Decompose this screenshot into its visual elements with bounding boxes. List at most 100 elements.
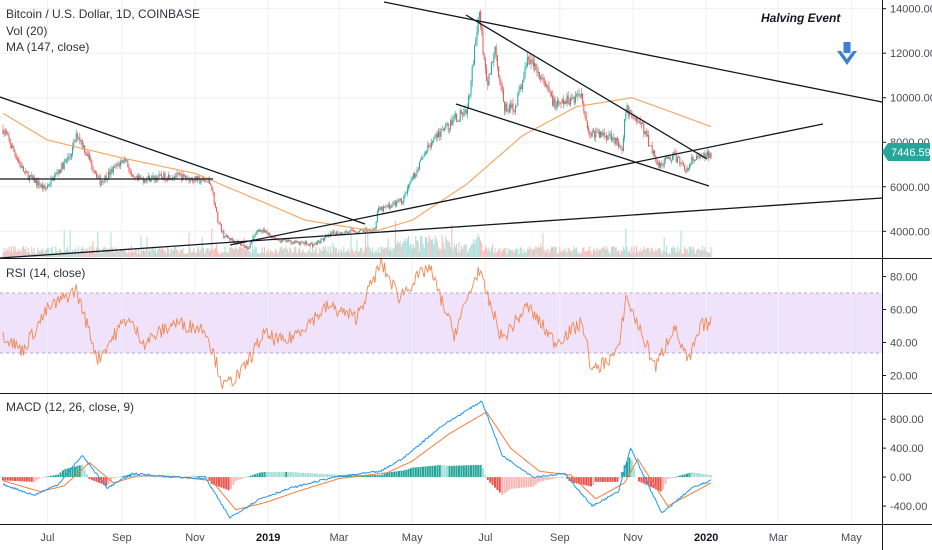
candle-body xyxy=(680,162,682,164)
macd-line[interactable] xyxy=(2,400,712,520)
candle-body xyxy=(627,105,629,116)
candle-body xyxy=(447,123,449,130)
candle-body xyxy=(585,115,587,121)
volume-bar xyxy=(242,248,244,257)
candle-body xyxy=(525,66,527,68)
volume-bar xyxy=(549,249,551,257)
trendline-descending-2018[interactable] xyxy=(0,96,366,225)
down-arrow-icon[interactable] xyxy=(837,42,857,65)
candle-body xyxy=(507,111,509,113)
volume-bar xyxy=(118,251,120,257)
candle-body xyxy=(153,175,155,181)
candle-body xyxy=(136,176,138,179)
rsi-title: RSI (14, close) xyxy=(6,266,85,280)
volume-bar xyxy=(216,244,218,257)
macd-histogram-bar xyxy=(64,468,67,478)
macd-histogram-bar xyxy=(141,475,144,478)
time-axis[interactable]: Jul Sep Nov 2019 Mar May Jul Sep Nov 2020 Mar May xyxy=(40,532,862,544)
macd-histogram-bar xyxy=(4,477,7,481)
volume-bar xyxy=(511,249,513,257)
volume-bar xyxy=(696,250,698,257)
candle-body xyxy=(182,174,184,181)
candle-body xyxy=(528,57,530,60)
volume-bar xyxy=(165,252,167,257)
volume-bar xyxy=(638,251,640,257)
candle-body xyxy=(513,111,515,113)
macd-histogram-bar xyxy=(515,477,518,489)
candle-body xyxy=(337,232,339,235)
volume-bar xyxy=(200,248,202,257)
macd-signal-line[interactable] xyxy=(2,411,712,511)
candle-body xyxy=(169,174,171,180)
candle-body xyxy=(273,237,275,239)
candle-body xyxy=(387,204,389,207)
ma-147-line[interactable] xyxy=(2,97,712,232)
price-axis[interactable]: 4000.006000.008000.0010000.0012000.00140… xyxy=(882,4,932,513)
volume-bar xyxy=(87,253,89,257)
candle-body xyxy=(285,239,287,242)
candle-body xyxy=(649,145,651,147)
volume-bar xyxy=(584,250,586,257)
candle-body xyxy=(339,232,341,235)
volume-bar xyxy=(262,252,264,257)
trendline-long-support[interactable] xyxy=(0,197,883,259)
chart-title: Bitcoin / U.S. Dollar, 1D, COINBASE xyxy=(6,7,200,21)
candle-body xyxy=(418,161,420,171)
rsi-line[interactable] xyxy=(2,257,712,389)
candle-body xyxy=(488,74,490,86)
candle-body xyxy=(31,175,33,178)
volume-bar xyxy=(709,253,711,257)
halving-event-annotation[interactable]: Halving Event xyxy=(761,11,841,25)
candle-body xyxy=(442,129,444,131)
volume-bar xyxy=(402,243,404,257)
volume-bar xyxy=(349,252,351,257)
volume-bar xyxy=(19,250,21,257)
volume-bar xyxy=(235,246,237,257)
candle-body xyxy=(501,85,503,90)
volume-bar xyxy=(14,246,16,257)
macd-histogram-bar xyxy=(350,475,352,478)
candle-body xyxy=(622,137,624,151)
volume-bar xyxy=(205,250,207,257)
volume-bar xyxy=(196,248,198,257)
candle-body xyxy=(420,159,422,162)
volume-bar xyxy=(96,247,98,257)
candle-body xyxy=(475,40,477,46)
macd-histogram-bar xyxy=(191,476,194,478)
candle-body xyxy=(332,231,334,234)
macd-pane[interactable] xyxy=(0,394,882,524)
macd-histogram-bar xyxy=(590,477,592,487)
last-price-badge: 7446.59 xyxy=(882,143,931,161)
candle-body xyxy=(520,86,522,90)
candle-body xyxy=(402,202,404,204)
volume-bar xyxy=(487,250,489,257)
candle-body xyxy=(432,140,434,143)
volume-bar xyxy=(244,250,246,257)
volume-bar xyxy=(538,248,540,257)
volume-bar xyxy=(493,252,495,257)
macd-histogram-bar xyxy=(460,465,463,478)
price-tick-label: 14000.00 xyxy=(890,4,932,16)
candle-body xyxy=(363,228,365,232)
trendline-channel-bottom[interactable] xyxy=(455,103,710,187)
volume-bar xyxy=(294,247,296,257)
candle-body xyxy=(358,230,360,233)
macd-histogram-bar xyxy=(597,477,600,482)
volume-bar xyxy=(639,248,641,257)
candle-body xyxy=(26,171,28,174)
trendline-upper-resistance[interactable] xyxy=(383,1,883,103)
trendline-channel-top[interactable] xyxy=(465,14,708,160)
macd-histogram-bar xyxy=(90,477,93,480)
candle-body xyxy=(24,171,26,173)
macd-histogram-bar xyxy=(54,474,57,478)
candle-body xyxy=(180,174,182,176)
macd-histogram-bar xyxy=(366,475,369,478)
volume-bar xyxy=(224,246,226,257)
candle-body xyxy=(97,177,99,178)
candle-body xyxy=(440,129,442,137)
candle-body xyxy=(133,176,135,178)
trendline-rising-support[interactable] xyxy=(229,123,824,246)
macd-histogram-bar xyxy=(710,475,712,478)
volume-bar xyxy=(46,247,48,257)
candle-body xyxy=(265,230,267,233)
